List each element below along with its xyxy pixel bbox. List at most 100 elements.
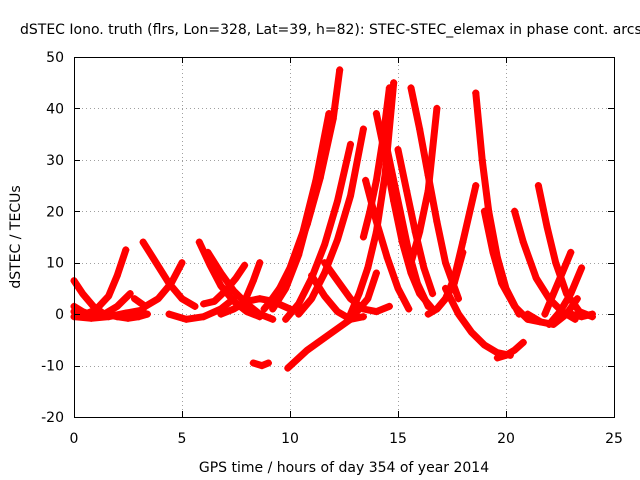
x-tick-label: 25 [605, 431, 623, 447]
data-point [217, 310, 225, 318]
data-point [558, 269, 566, 277]
data-point [152, 259, 160, 267]
data-point [489, 248, 497, 256]
data-point [346, 192, 354, 200]
data-point [454, 310, 462, 318]
x-tick-label: 15 [389, 431, 407, 447]
series-arc-35 [480, 207, 545, 326]
plot-frame [74, 57, 615, 418]
x-tick-label: 0 [70, 431, 79, 447]
data-point [433, 218, 441, 226]
series-arc-21 [308, 272, 367, 323]
data-point [126, 290, 134, 298]
data-point [264, 300, 272, 308]
data-point [454, 295, 462, 303]
data-point [243, 292, 251, 300]
data-point [396, 207, 404, 215]
data-point [359, 313, 367, 321]
series-arc [204, 248, 277, 323]
data-point [130, 295, 138, 303]
data-point [359, 233, 367, 241]
y-tick-label: 20 [46, 204, 64, 220]
data-point [346, 295, 354, 303]
data-point [334, 277, 342, 285]
data-point [424, 302, 432, 310]
data-point [383, 254, 391, 262]
data-point [191, 302, 199, 310]
y-tick-label: -20 [41, 410, 64, 426]
data-point [260, 305, 268, 313]
data-point [420, 264, 428, 272]
data-point [321, 292, 329, 300]
series-arc-11 [200, 261, 249, 308]
series-arc [407, 84, 462, 303]
data-point [346, 140, 354, 148]
data-point [256, 295, 264, 303]
series-arc-28 [394, 146, 437, 298]
series-arc-29 [407, 84, 462, 303]
data-point [429, 290, 437, 298]
chart-title: dSTEC Iono. truth (flrs, Lon=328, Lat=39… [20, 22, 640, 38]
data-point [329, 115, 337, 123]
series-arc-06 [139, 238, 199, 310]
data-point [359, 305, 367, 313]
data-point [210, 297, 218, 305]
data-point [325, 331, 333, 339]
data-point [524, 310, 532, 318]
x-tick-label: 5 [178, 431, 187, 447]
data-point [578, 313, 586, 321]
data-point [113, 272, 121, 280]
data-point [321, 269, 329, 277]
data-point [511, 302, 519, 310]
data-point [295, 251, 303, 259]
data-point [178, 259, 186, 267]
data-point [200, 313, 208, 321]
data-point [364, 264, 372, 272]
data-point [282, 315, 290, 323]
data-point [321, 259, 329, 267]
data-point [334, 236, 342, 244]
series-arc-10 [204, 248, 277, 323]
data-point [316, 156, 324, 164]
data-point [567, 290, 575, 298]
series-arc-27 [362, 176, 413, 313]
data-point [230, 297, 238, 305]
data-point [362, 176, 370, 184]
data-point [493, 354, 501, 362]
data-point [519, 338, 527, 346]
data-point [165, 310, 173, 318]
y-tick-label: -10 [41, 359, 64, 375]
series-arc [282, 140, 354, 323]
data-point [79, 290, 87, 298]
data-point [241, 261, 249, 269]
data-point [478, 156, 486, 164]
series-arc-19 [295, 125, 367, 318]
data-point [543, 223, 551, 231]
data-point [364, 295, 372, 303]
data-point [459, 248, 467, 256]
data-point [258, 362, 266, 370]
data-point [154, 295, 162, 303]
x-axis-label: GPS time / hours of day 354 of year 2014 [199, 460, 489, 476]
y-tick-label: 50 [46, 50, 64, 66]
data-point [567, 248, 575, 256]
data-point [264, 359, 272, 367]
data-point [217, 269, 225, 277]
data-point [459, 238, 467, 246]
data-point [113, 302, 121, 310]
data-point [139, 238, 147, 246]
data-point [433, 305, 441, 313]
data-point [308, 295, 316, 303]
data-point [303, 346, 311, 354]
data-point [308, 202, 316, 210]
y-tick-label: 30 [46, 153, 64, 169]
data-point [269, 315, 277, 323]
y-tick-label: 40 [46, 101, 64, 117]
data-point [336, 66, 344, 74]
x-tick-label: 20 [497, 431, 515, 447]
data-point [230, 305, 238, 313]
data-point [232, 274, 240, 282]
data-point [467, 328, 475, 336]
data-point [385, 84, 393, 92]
y-tick-label: 10 [46, 256, 64, 272]
